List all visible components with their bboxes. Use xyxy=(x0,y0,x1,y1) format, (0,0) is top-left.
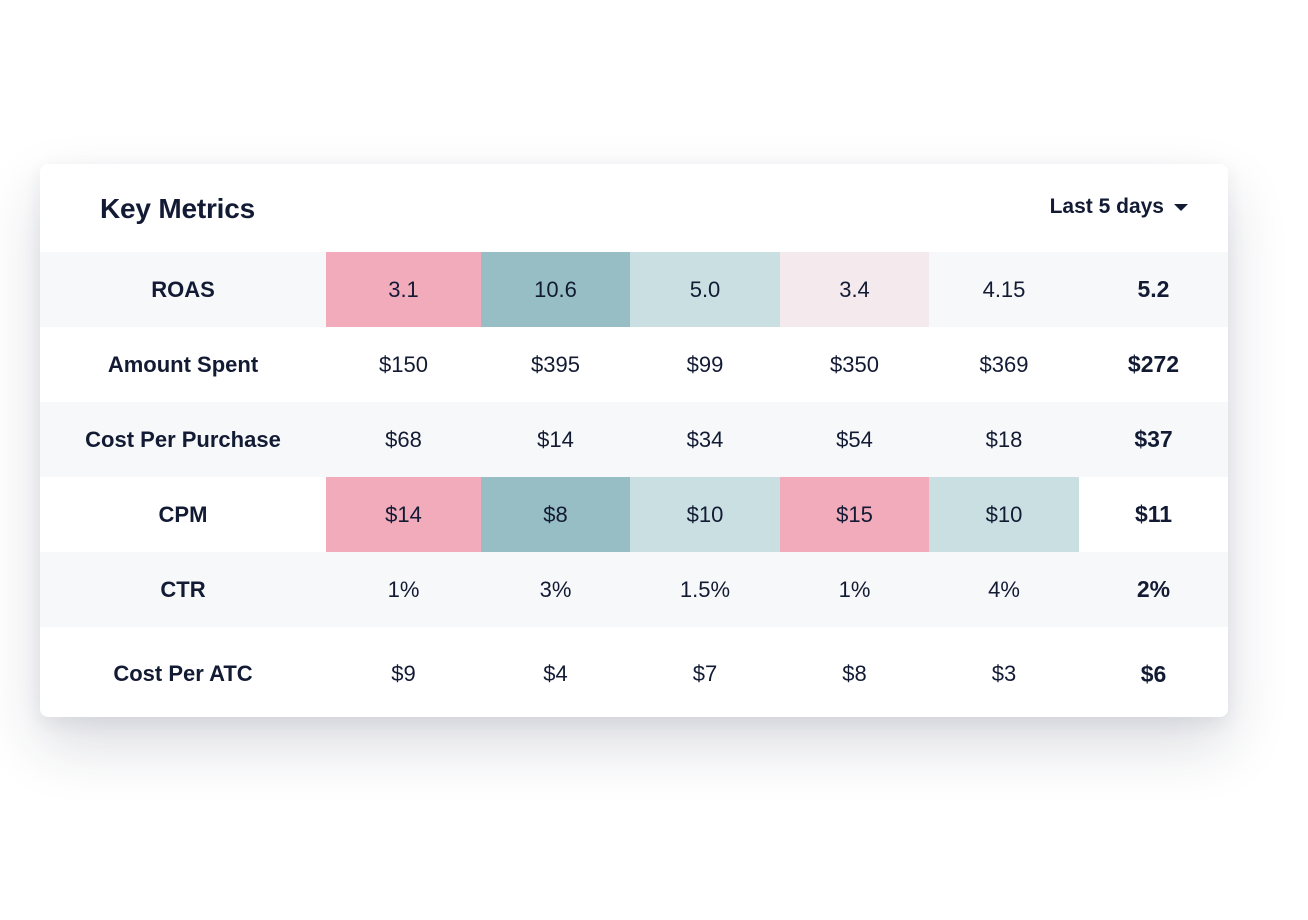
table-cell: 4% xyxy=(988,576,1020,602)
table-cell: 3.4 xyxy=(780,252,929,327)
table-cell: $10 xyxy=(630,477,780,552)
table-cell: $8 xyxy=(842,661,867,686)
average-cell: $11 xyxy=(1134,501,1173,527)
date-range-label: Last 5 days xyxy=(1049,195,1164,218)
table-cell: $395 xyxy=(531,351,580,377)
average-cell: 2% xyxy=(1136,576,1171,602)
table-row-cpm: CPM $14 $8 $10 $15 $10 $11 xyxy=(40,477,1228,552)
table-cell: 1% xyxy=(838,576,871,602)
row-label: CPM xyxy=(158,501,208,527)
table-cell: $34 xyxy=(686,426,724,452)
table-row-cost-per-purchase: Cost Per Purchase $68 $14 $34 $54 $18 $3… xyxy=(40,402,1228,477)
row-label: ROAS xyxy=(151,276,215,302)
table-cell: $150 xyxy=(379,351,428,377)
table-cell: $9 xyxy=(391,661,416,686)
table-cell: $68 xyxy=(385,426,422,452)
table-cell: $350 xyxy=(830,351,879,377)
average-cell: $272 xyxy=(1127,351,1180,377)
table-cell: $15 xyxy=(780,477,929,552)
card-header: Key Metrics Last 5 days xyxy=(40,164,1228,252)
date-range-dropdown[interactable]: Last 5 days xyxy=(1050,195,1188,219)
table-cell: 1.5% xyxy=(679,576,731,602)
row-label: Amount Spent xyxy=(107,351,259,377)
average-cell: $6 xyxy=(1140,660,1167,687)
table-cell: $3 xyxy=(991,661,1017,686)
row-label: Cost Per ATC xyxy=(113,661,253,686)
table-cell: $18 xyxy=(985,426,1023,452)
card-title: Key Metrics xyxy=(100,193,255,224)
table-cell: $14 xyxy=(537,426,574,452)
table-cell: 3.1 xyxy=(326,252,481,327)
table-cell: 3% xyxy=(539,576,572,602)
table-cell: 1% xyxy=(387,576,420,602)
table-cell: 10.6 xyxy=(481,252,630,327)
table-cell: $7 xyxy=(692,661,718,686)
table-row-amount-spent: Amount Spent $150 $395 $99 $350 $369 $27… xyxy=(40,327,1228,402)
average-cell: $37 xyxy=(1134,426,1173,452)
table-cell: $10 xyxy=(929,477,1079,552)
row-label: CTR xyxy=(160,576,206,602)
average-cell: 5.2 xyxy=(1137,276,1170,302)
table-cell: 5.0 xyxy=(630,252,780,327)
table-cell: 4.15 xyxy=(982,276,1026,302)
table-row-cost-per-atc: Cost Per ATC $9 $4 $7 $8 $3 $6 xyxy=(40,627,1228,717)
table-cell: $14 xyxy=(326,477,481,552)
table-cell: $8 xyxy=(481,477,630,552)
table-cell: $54 xyxy=(836,426,873,452)
table-row-ctr: CTR 1% 3% 1.5% 1% 4% 2% xyxy=(40,552,1228,627)
metrics-table: ROAS 3.1 10.6 5.0 3.4 4.15 5.2 Amount Sp… xyxy=(40,252,1228,717)
table-cell: $369 xyxy=(979,351,1029,377)
table-cell: $4 xyxy=(543,661,568,686)
table-cell: $99 xyxy=(686,351,724,377)
table-row-roas: ROAS 3.1 10.6 5.0 3.4 4.15 5.2 xyxy=(40,252,1228,327)
row-label: Cost Per Purchase xyxy=(85,426,281,452)
key-metrics-card: Key Metrics Last 5 days ROAS 3.1 10.6 5.… xyxy=(40,164,1228,717)
caret-down-icon xyxy=(1174,204,1188,211)
